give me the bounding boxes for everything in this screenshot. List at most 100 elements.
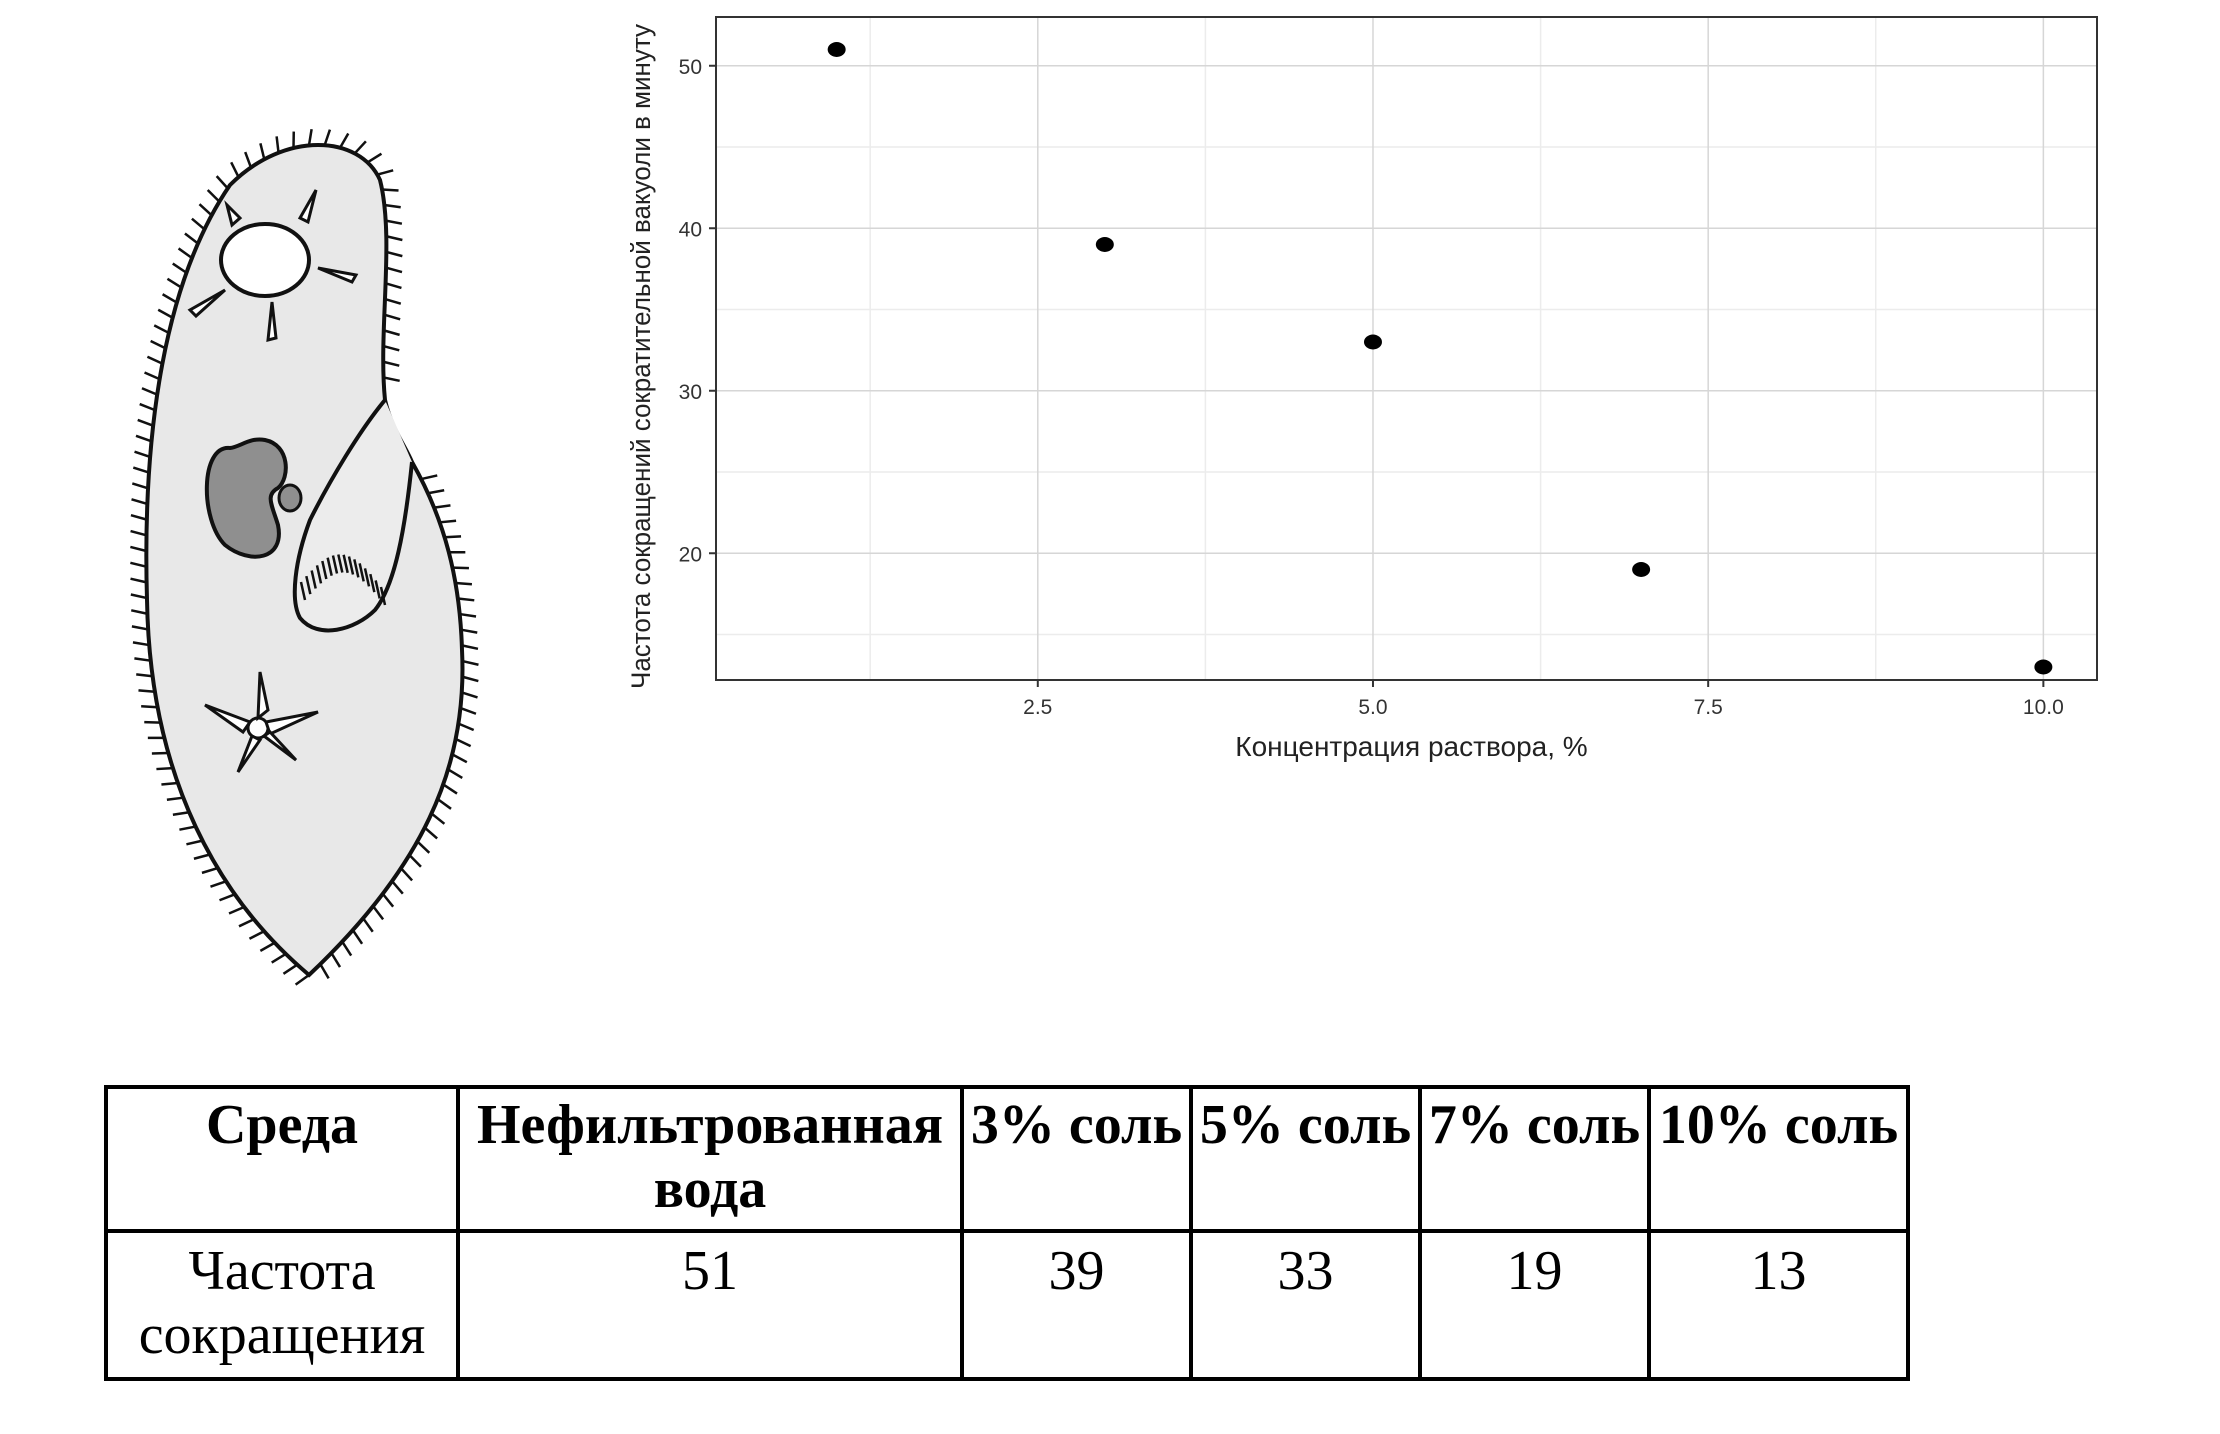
cilium bbox=[366, 152, 383, 164]
table-cell: 51 bbox=[456, 1229, 964, 1381]
cilium bbox=[391, 880, 404, 895]
cilium bbox=[383, 329, 400, 337]
groove-cilium bbox=[369, 573, 376, 593]
cilium bbox=[157, 308, 174, 319]
cilium bbox=[442, 783, 458, 795]
cilium bbox=[282, 963, 298, 975]
table-cell: 33 bbox=[1189, 1229, 1422, 1381]
cilium bbox=[259, 941, 276, 952]
cilium bbox=[427, 489, 445, 495]
x-axis-label: Концентрация раствора, % bbox=[1235, 731, 1587, 762]
grid-major bbox=[716, 17, 2097, 680]
cilium bbox=[177, 247, 193, 260]
x-tick-label: 5.0 bbox=[1358, 696, 1387, 719]
cilium bbox=[156, 766, 173, 771]
cilium bbox=[436, 798, 452, 810]
cilium bbox=[455, 581, 473, 586]
cilium bbox=[341, 941, 353, 957]
cilium bbox=[215, 175, 229, 190]
table-cell: 13 bbox=[1647, 1229, 1910, 1381]
cilium bbox=[386, 250, 403, 258]
cilium bbox=[238, 918, 255, 928]
cilium bbox=[460, 628, 478, 634]
contractile-vacuole-top bbox=[187, 189, 359, 342]
cilium bbox=[131, 625, 149, 631]
cilium bbox=[384, 297, 402, 305]
groove-cilium bbox=[353, 559, 360, 578]
cilium bbox=[135, 434, 152, 443]
cilium bbox=[385, 219, 403, 225]
header-cell-unfiltered-water: Нефильтрованная вода bbox=[456, 1085, 964, 1233]
cilium bbox=[447, 768, 463, 780]
cilium bbox=[275, 136, 280, 153]
nucleus bbox=[204, 437, 303, 559]
groove-cilium bbox=[310, 570, 317, 589]
cilium bbox=[198, 203, 213, 217]
cilium bbox=[383, 313, 401, 321]
cilium bbox=[400, 867, 414, 882]
groove-cilium bbox=[342, 554, 349, 574]
data-point bbox=[1095, 237, 1114, 252]
cilium bbox=[144, 371, 161, 381]
cilium bbox=[141, 387, 158, 396]
cilium bbox=[134, 450, 151, 459]
cilium bbox=[458, 722, 475, 732]
cilium bbox=[330, 952, 342, 968]
cilium bbox=[382, 360, 400, 367]
cilium bbox=[219, 893, 236, 902]
data-point bbox=[827, 42, 846, 57]
cilium bbox=[131, 498, 148, 506]
cilium bbox=[248, 930, 265, 940]
cilium bbox=[228, 905, 245, 915]
cilium bbox=[353, 140, 367, 155]
groove-cilium bbox=[379, 586, 387, 606]
cilium bbox=[130, 513, 148, 521]
table-header-row: Среда Нефильтрованная вода 3% соль 5% со… bbox=[104, 1085, 1910, 1233]
x-axis-ticks: 2.5 5.0 7.5 10.0 bbox=[1023, 680, 2064, 719]
table-cell: 19 bbox=[1418, 1229, 1651, 1381]
cilium bbox=[383, 376, 400, 383]
groove-cilium bbox=[363, 568, 371, 587]
data-table: Среда Нефильтрованная вода 3% соль 5% со… bbox=[104, 1085, 1910, 1381]
cilium bbox=[179, 825, 196, 831]
cilium bbox=[462, 675, 479, 683]
cilium bbox=[376, 169, 394, 176]
x-tick-label: 2.5 bbox=[1023, 696, 1052, 719]
cilium bbox=[420, 474, 438, 481]
cilium bbox=[184, 232, 199, 245]
cilium bbox=[451, 753, 468, 764]
cilium bbox=[385, 282, 402, 290]
cilia bbox=[130, 128, 479, 986]
cilium bbox=[423, 826, 438, 840]
contractile-vacuole-bottom bbox=[204, 671, 319, 773]
header-cell-5-salt: 5% соль bbox=[1189, 1085, 1422, 1233]
cilium bbox=[161, 293, 178, 304]
groove-cilium bbox=[374, 580, 381, 599]
cilium bbox=[381, 188, 399, 192]
cilium bbox=[462, 659, 479, 666]
cilium bbox=[139, 402, 156, 412]
data-point bbox=[1363, 334, 1382, 350]
cilium bbox=[430, 812, 446, 825]
grid-minor bbox=[716, 17, 2097, 680]
cilium bbox=[323, 129, 332, 146]
cilium bbox=[384, 203, 401, 209]
cilium bbox=[130, 545, 147, 553]
cilium bbox=[259, 142, 266, 160]
cilium bbox=[444, 535, 462, 539]
cilium bbox=[383, 344, 400, 352]
y-axis-ticks: 20 30 40 50 bbox=[679, 56, 716, 566]
groove-cilium bbox=[305, 575, 312, 595]
cilium bbox=[161, 781, 178, 786]
groove-cilium bbox=[321, 560, 328, 580]
data-point bbox=[2034, 659, 2053, 675]
cilium bbox=[319, 963, 330, 979]
cilium bbox=[271, 952, 287, 964]
cilium bbox=[457, 597, 475, 602]
cilium bbox=[130, 593, 148, 600]
cilium bbox=[131, 482, 149, 490]
cilium bbox=[141, 705, 158, 709]
cilium bbox=[210, 880, 227, 888]
table-cell: 39 bbox=[960, 1229, 1193, 1381]
